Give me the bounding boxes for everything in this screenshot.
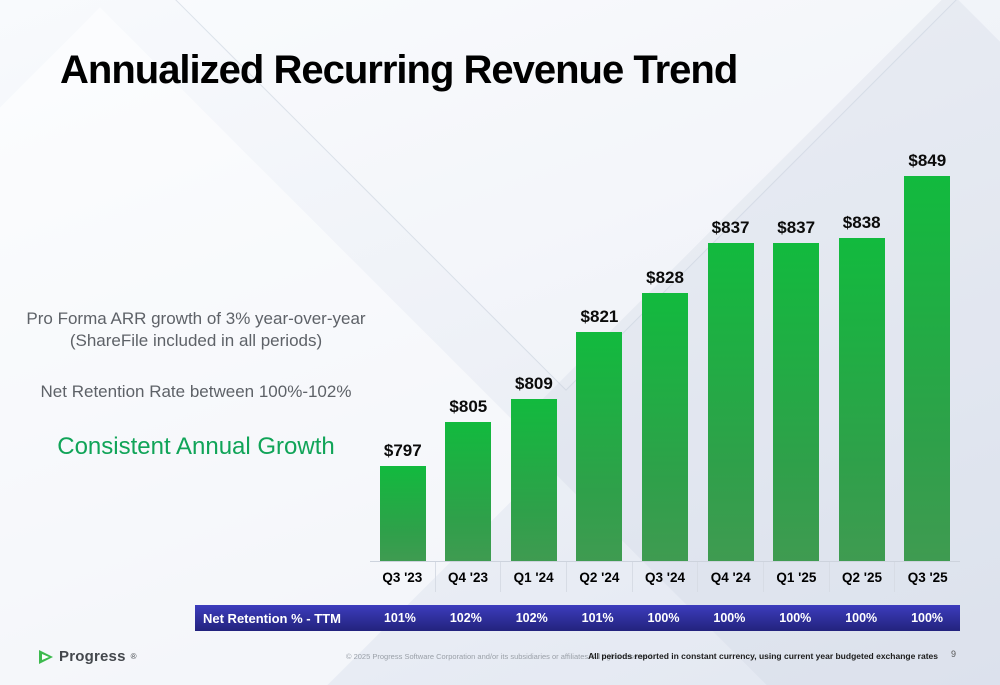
brand-lockup: Progress ® — [38, 648, 137, 665]
bar-value-label: $809 — [514, 374, 553, 393]
bar-column: $809 — [501, 115, 567, 561]
retention-value: 100% — [845, 611, 878, 625]
category-label: Q2 '25 — [828, 562, 895, 592]
brand-trademark: ® — [130, 652, 137, 661]
bar-value-label: $797 — [383, 441, 422, 460]
bar-column: $837 — [763, 115, 829, 561]
bar-value-label: $837 — [777, 218, 816, 237]
bar-column: $797 — [370, 115, 436, 561]
bar-columns: $797 $805 $809 $821 $828 $837 $837 $838 $849 — [370, 115, 960, 561]
bar-value-label: $805 — [449, 397, 488, 416]
revenue-bar — [445, 422, 492, 561]
revenue-bar — [642, 293, 689, 561]
currency-footnote: All periods reported in constant currenc… — [588, 651, 938, 661]
left-text-panel: Pro Forma ARR growth of 3% year-over-yea… — [22, 308, 370, 491]
bar-column: $805 — [436, 115, 502, 561]
bar-value-label: $828 — [646, 268, 684, 287]
retention-value: 100% — [713, 611, 746, 625]
category-axis: Q3 '23 Q4 '23 Q1 '24 Q2 '24 Q3 '24 Q4 '24 Q1 '… — [370, 561, 960, 592]
revenue-bar — [576, 332, 623, 561]
retention-value: 100% — [779, 611, 812, 625]
bar-value-label: $838 — [842, 213, 881, 232]
bar-column: $828 — [632, 115, 698, 561]
retention-value: 100% — [647, 611, 680, 625]
consistent-growth-highlight: Consistent Annual Growth — [57, 433, 335, 461]
bar-value-label: $849 — [908, 151, 947, 170]
revenue-bar — [773, 243, 820, 561]
bar-column: $849 — [895, 115, 961, 561]
revenue-bar — [707, 243, 754, 561]
retention-value: 102% — [515, 611, 548, 625]
category-label: Q1 '24 — [500, 562, 566, 592]
category-label: Q2 '24 — [566, 562, 632, 592]
bar-value-label: $821 — [580, 307, 619, 326]
bar-value-label: $837 — [711, 218, 750, 237]
net-retention-values: 101% 102% 102% 101% 100% 100% 100% 100% 100% — [367, 605, 960, 631]
retention-value: 102% — [449, 611, 482, 625]
net-retention-label: Net Retention % - TTM — [203, 610, 341, 626]
brand-name: Progress — [59, 648, 126, 665]
slide-title: Annualized Recurring Revenue Trend — [60, 48, 738, 92]
retention-value: 101% — [383, 611, 416, 625]
revenue-bar — [904, 176, 951, 561]
bar-column: $837 — [698, 115, 764, 561]
category-label: Q3 '23 — [382, 569, 423, 585]
net-retention-band: Net Retention % - TTM 101% 102% 102% 101% 10… — [195, 605, 960, 631]
arr-growth-note: Pro Forma ARR growth of 3% year-over-yea… — [26, 309, 366, 351]
category-label: Q4 '24 — [697, 562, 763, 592]
progress-logo-icon — [39, 649, 53, 664]
revenue-bar — [379, 466, 426, 561]
revenue-bar — [510, 399, 557, 561]
category-label: Q4 '23 — [434, 562, 501, 592]
page-number: 9 — [950, 649, 956, 659]
revenue-bar — [838, 238, 885, 561]
bar-column: $838 — [829, 115, 895, 561]
arr-bar-chart: $797 $805 $809 $821 $828 $837 $837 $838 $849 Q3 … — [370, 115, 960, 592]
category-label: Q3 '25 — [894, 562, 960, 592]
retention-rate-note: Net Retention Rate between 100%-102% — [40, 381, 352, 401]
bar-column: $821 — [567, 115, 633, 561]
retention-value: 100% — [911, 611, 944, 625]
category-label: Q1 '25 — [763, 562, 829, 592]
category-label: Q3 '24 — [631, 562, 698, 592]
retention-value: 101% — [581, 611, 614, 625]
